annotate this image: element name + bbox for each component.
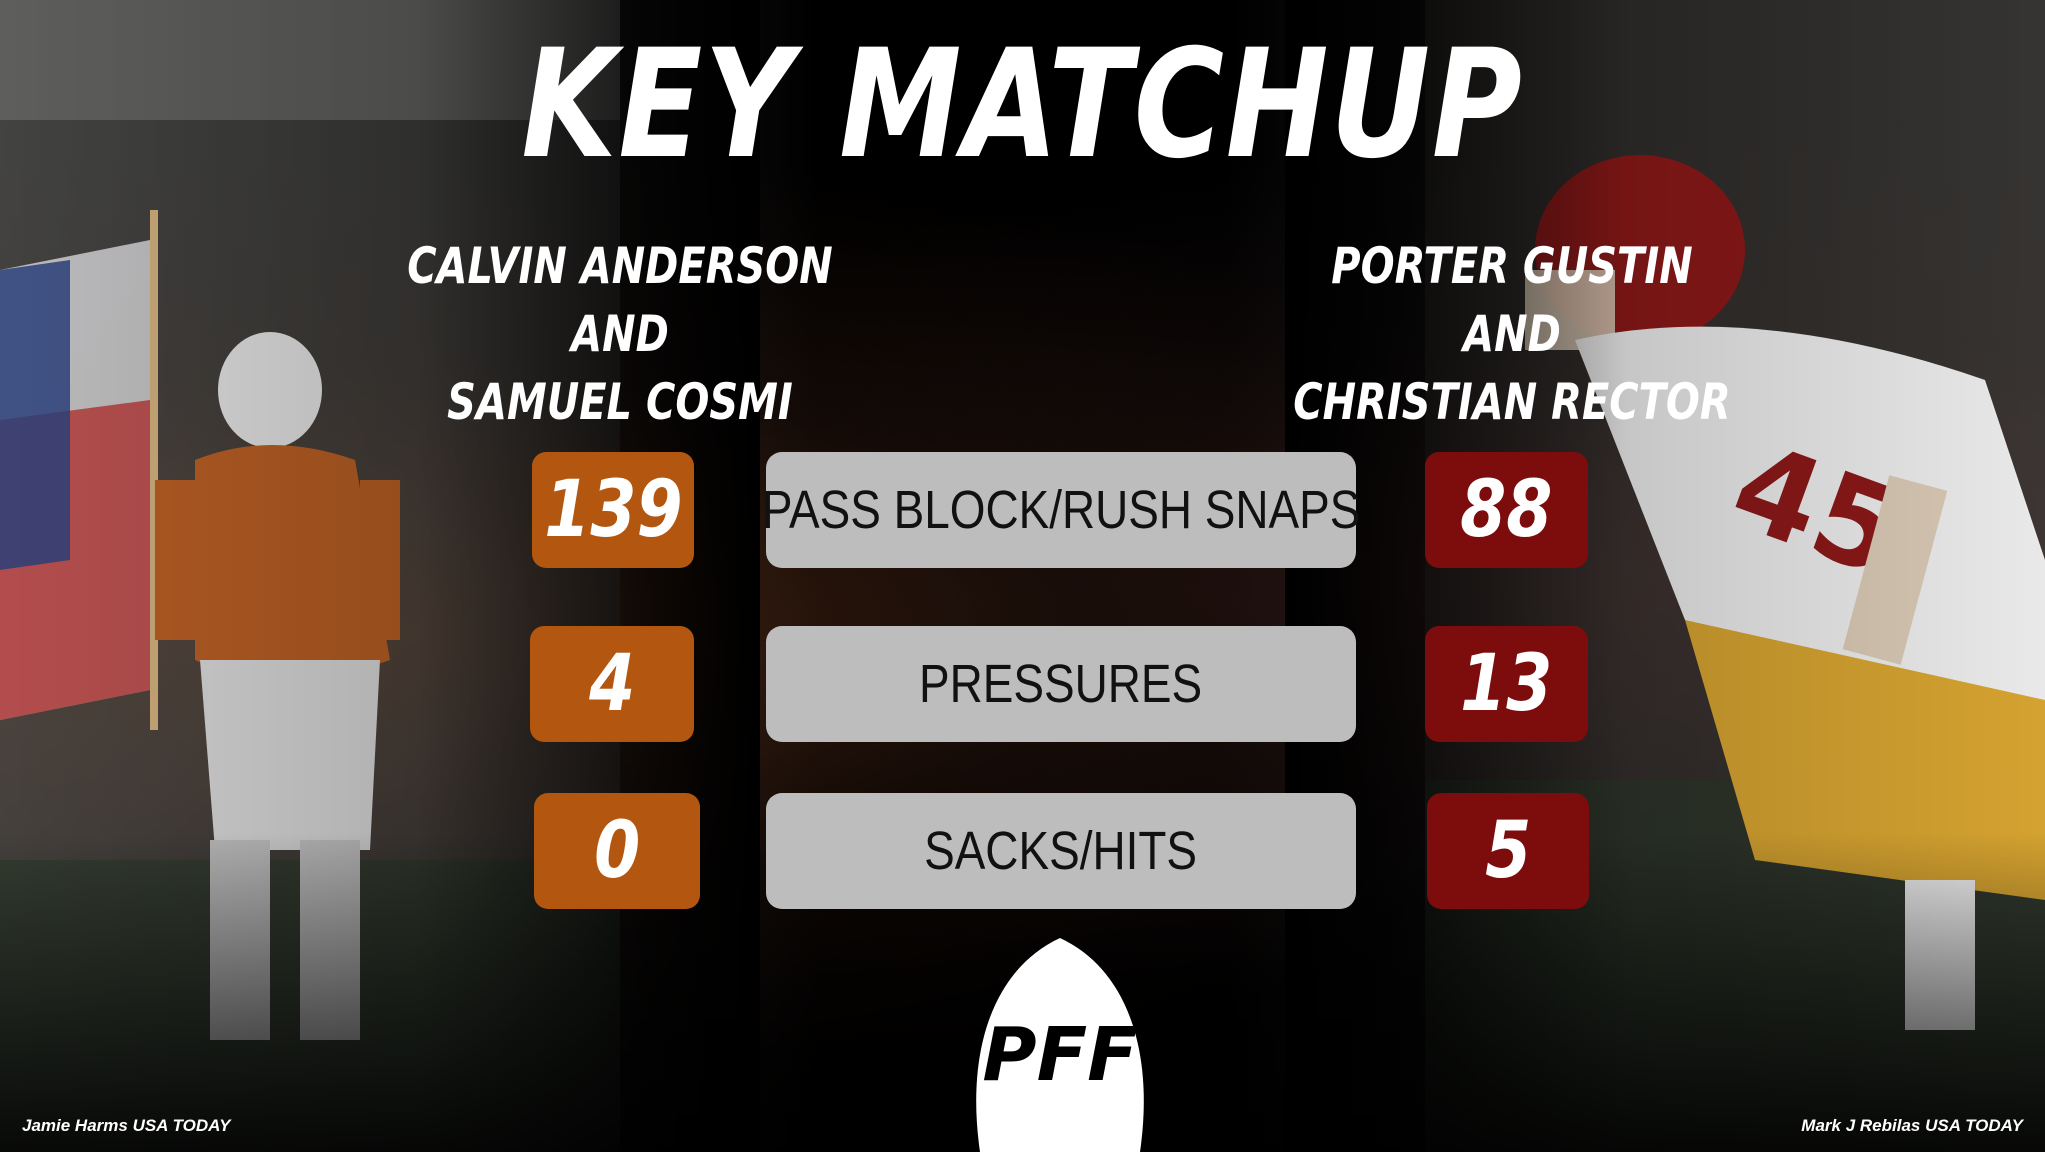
photo-credit-right: Mark J Rebilas USA TODAY — [1801, 1116, 2023, 1135]
stat-label-text: PRESSURES — [919, 654, 1203, 714]
page-title: KEY MATCHUP — [521, 18, 1524, 192]
right-player-2: CHRISTIAN RECTOR — [1293, 373, 1731, 431]
left-stat-value: 4 — [588, 639, 636, 729]
left-stat-value: 139 — [543, 465, 683, 555]
stat-label-text: PASS BLOCK/RUSH SNAPS — [761, 480, 1361, 540]
photo-credit-left: Jamie Harms USA TODAY — [22, 1116, 231, 1135]
left-and: AND — [571, 305, 669, 363]
stat-row: 0 SACKS/HITS 5 — [0, 793, 2045, 909]
left-stat-value: 0 — [593, 806, 641, 896]
right-stat-value: 5 — [1484, 806, 1532, 896]
right-stat-value: 88 — [1460, 465, 1553, 555]
left-stat-badge: 4 — [530, 626, 694, 742]
pff-logo-text: PFF — [982, 1012, 1137, 1098]
left-team-names: CALVIN ANDERSON AND SAMUEL COSMI — [320, 232, 920, 436]
left-stat-badge: 139 — [532, 452, 694, 568]
left-player-2: SAMUEL COSMI — [447, 373, 793, 431]
right-and: AND — [1463, 305, 1561, 363]
pff-logo: PFF — [976, 938, 1144, 1152]
right-team-names: PORTER GUSTIN AND CHRISTIAN RECTOR — [1212, 232, 1812, 436]
stat-row: 139 PASS BLOCK/RUSH SNAPS 88 — [0, 452, 2045, 568]
stat-label-text: SACKS/HITS — [924, 821, 1198, 881]
right-stat-badge: 88 — [1425, 452, 1588, 568]
right-stat-badge: 13 — [1425, 626, 1588, 742]
stat-label: SACKS/HITS — [766, 793, 1356, 909]
right-player-1: PORTER GUSTIN — [1331, 237, 1693, 295]
stat-row: 4 PRESSURES 13 — [0, 626, 2045, 742]
right-stat-badge: 5 — [1427, 793, 1589, 909]
stat-label: PRESSURES — [766, 626, 1356, 742]
left-player-1: CALVIN ANDERSON — [407, 237, 833, 295]
right-stat-value: 13 — [1460, 639, 1553, 729]
stat-label: PASS BLOCK/RUSH SNAPS — [762, 452, 1360, 568]
left-stat-badge: 0 — [534, 793, 700, 909]
